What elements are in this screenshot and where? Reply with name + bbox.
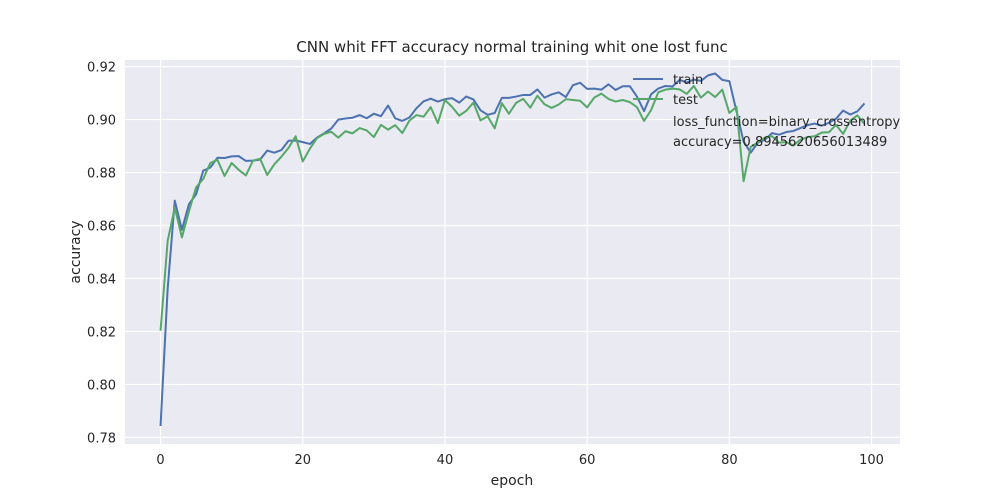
y-tick-label: 0.88 [87, 167, 116, 182]
series-line-train [159, 72, 866, 427]
plot-background [125, 60, 900, 444]
x-tick-label: 20 [294, 453, 311, 468]
tick-labels: 0 20 40 60 80 100 0.78 0.80 0.82 0.84 0.86 0.88 0.90… [87, 61, 884, 468]
grid [125, 60, 900, 444]
x-tick-label: 60 [579, 453, 596, 468]
y-tick-label: 0.92 [87, 61, 116, 76]
chart-title: CNN whit FFT accuracy normal training wh… [296, 38, 727, 56]
x-tick-label: 80 [721, 453, 738, 468]
series-layer [159, 72, 866, 427]
y-tick-label: 0.80 [87, 378, 116, 393]
y-tick-label: 0.86 [87, 220, 116, 235]
legend: train test loss_function=binary_crossent… [633, 73, 901, 150]
y-tick-label: 0.84 [87, 272, 116, 287]
y-tick-label: 0.82 [87, 325, 116, 340]
y-tick-label: 0.78 [87, 431, 116, 446]
legend-label-train: train [673, 73, 703, 88]
x-tick-label: 40 [437, 453, 454, 468]
y-axis-label: accuracy [68, 220, 84, 283]
annotation-accuracy: accuracy=0.8945620656013489 [673, 135, 887, 150]
y-tick-label: 0.90 [87, 114, 116, 129]
annotation-loss-function: loss_function=binary_crossentropy [673, 115, 901, 130]
x-axis-label: epoch [491, 473, 534, 489]
legend-label-test: test [673, 93, 698, 108]
series-line-test [159, 84, 866, 331]
x-tick-label: 0 [156, 453, 164, 468]
x-tick-label: 100 [859, 453, 884, 468]
